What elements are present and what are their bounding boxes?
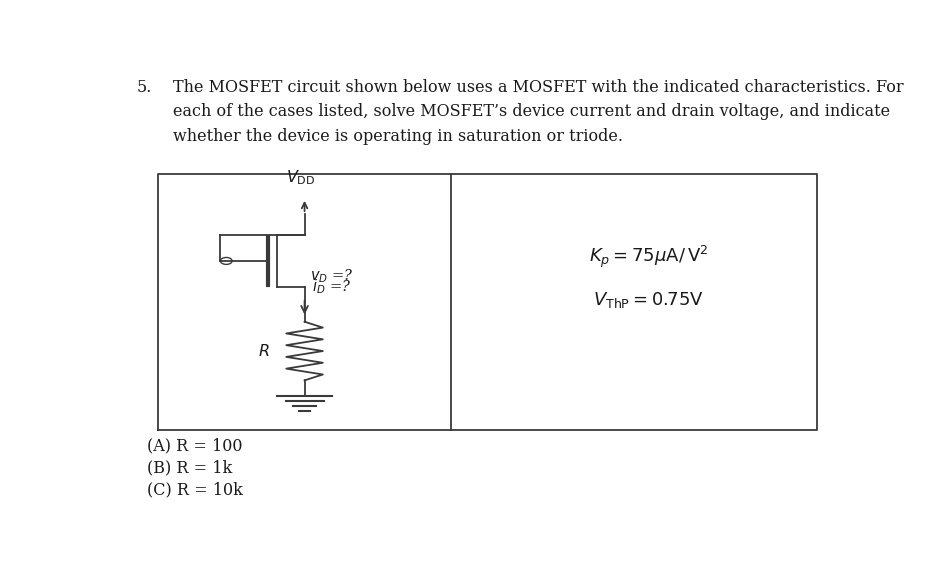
Text: 5.: 5. (136, 78, 152, 95)
Text: whether the device is operating in saturation or triode.: whether the device is operating in satur… (173, 128, 623, 145)
Text: (A) R = 100: (A) R = 100 (147, 438, 243, 455)
Text: (B) R = 1k: (B) R = 1k (147, 460, 232, 477)
Text: $V_\mathrm{DD}$: $V_\mathrm{DD}$ (286, 169, 315, 187)
Text: (C) R = 10k: (C) R = 10k (147, 481, 244, 498)
Text: $R$: $R$ (258, 342, 269, 359)
Text: $V_\mathrm{ThP} = 0.75\mathrm{V}$: $V_\mathrm{ThP} = 0.75\mathrm{V}$ (593, 290, 704, 310)
Text: each of the cases listed, solve MOSFET’s device current and drain voltage, and i: each of the cases listed, solve MOSFET’s… (173, 103, 890, 120)
Text: $v_D$ =?: $v_D$ =? (311, 267, 354, 285)
Text: $K_p = 75\mu\mathrm{A}/\,\mathrm{V}^2$: $K_p = 75\mu\mathrm{A}/\,\mathrm{V}^2$ (589, 244, 708, 270)
Text: The MOSFET circuit shown below uses a MOSFET with the indicated characteristics.: The MOSFET circuit shown below uses a MO… (173, 78, 903, 95)
Text: $i_D$ =?: $i_D$ =? (312, 277, 351, 296)
